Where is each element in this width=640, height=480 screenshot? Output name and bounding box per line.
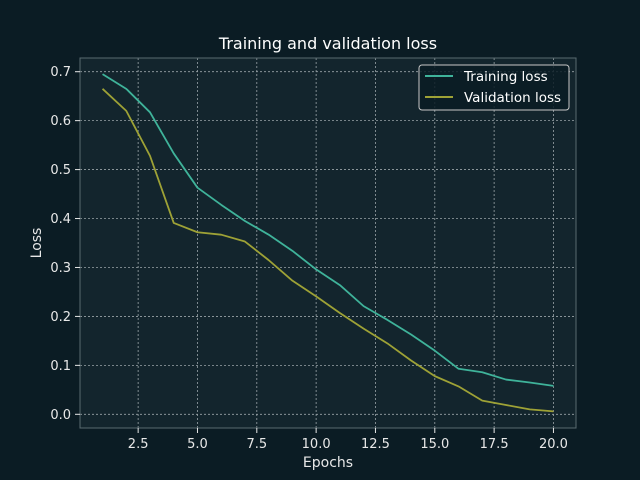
- ticks: 2.5 5.0 7.5 10.0 12.5 15.0 17.5 20.0 0.0 0.1 0.2 0.…: [50, 65, 568, 452]
- x-tick-label: 7.5: [246, 437, 267, 452]
- x-axis-label: Epochs: [303, 455, 353, 471]
- x-tick-label: 20.0: [539, 437, 568, 452]
- y-tick-label: 0.1: [50, 359, 71, 374]
- chart-title: Training and validation loss: [218, 34, 437, 53]
- training-loss-line: [102, 73, 554, 387]
- legend-label-validation: Validation loss: [464, 90, 561, 106]
- x-tick-label: 2.5: [128, 437, 149, 452]
- x-tick-label: 5.0: [187, 437, 208, 452]
- y-tick-label: 0.2: [50, 310, 71, 325]
- x-tick-label: 10.0: [302, 437, 331, 452]
- legend-box: [418, 64, 570, 111]
- y-tick-label: 0.3: [50, 261, 71, 276]
- legend: Training loss Validation loss: [418, 64, 570, 111]
- legend-label-training: Training loss: [463, 69, 548, 85]
- y-tick-label: 0.6: [50, 114, 71, 129]
- plot-area: [80, 58, 576, 428]
- plot-frame: [79, 57, 577, 429]
- x-tick-label: 15.0: [420, 437, 449, 452]
- series-lines: [101, 73, 554, 413]
- y-axis-label: Loss: [29, 228, 45, 259]
- x-tick-label: 12.5: [361, 437, 390, 452]
- y-tick-label: 0.7: [50, 65, 71, 80]
- validation-loss-line: [101, 88, 554, 413]
- y-tick-label: 0.0: [50, 408, 71, 423]
- x-tick-label: 17.5: [480, 437, 509, 452]
- y-tick-label: 0.5: [50, 163, 71, 178]
- y-tick-label: 0.4: [50, 212, 71, 227]
